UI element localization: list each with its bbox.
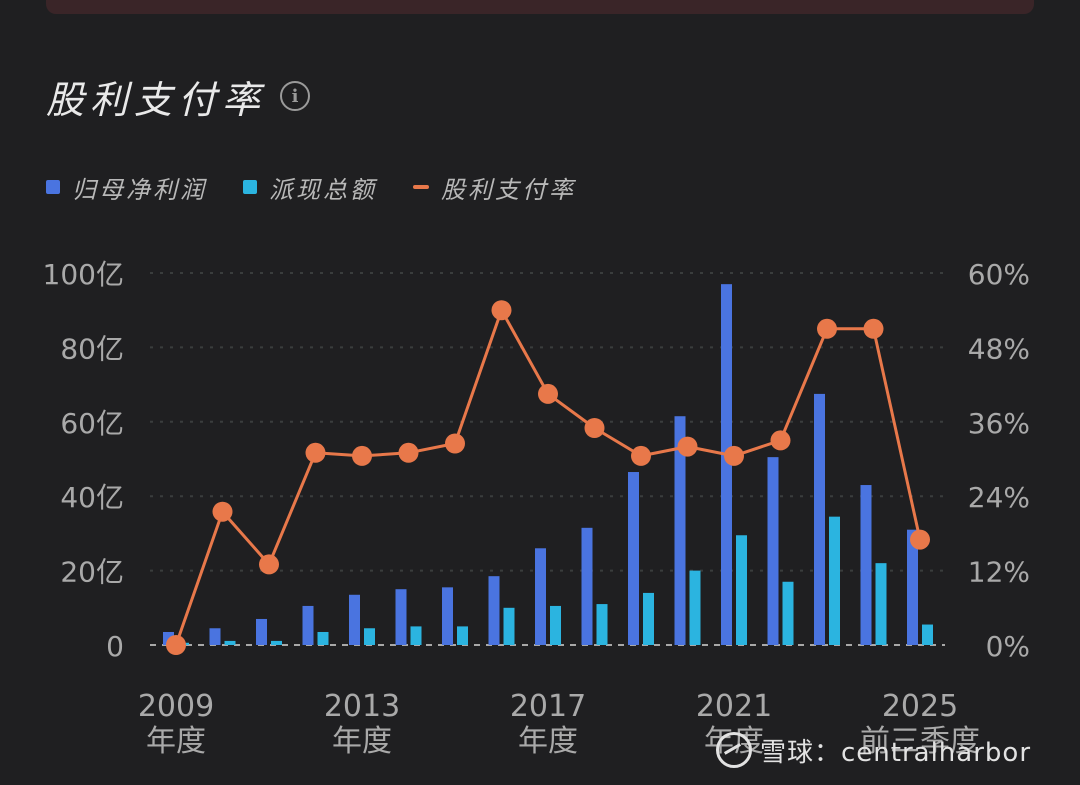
point-payout-ratio (212, 501, 233, 522)
point-payout-ratio (352, 445, 372, 466)
snowball-logo-icon (716, 732, 752, 768)
point-payout-ratio (398, 442, 419, 463)
top-card-edge (46, 0, 1034, 14)
bar-net-profit (814, 393, 825, 645)
bar-net-profit (535, 548, 546, 645)
bar-net-profit (349, 594, 360, 645)
bar-net-profit (860, 485, 872, 645)
point-payout-ratio (724, 445, 744, 466)
bar-dividend-total (317, 631, 329, 645)
bar-dividend-total (689, 570, 701, 645)
left-axis-tick-label: 80亿 (60, 332, 124, 365)
bar-dividend-total (224, 640, 236, 645)
point-payout-ratio (445, 433, 465, 454)
bar-dividend-total (875, 563, 887, 645)
point-payout-ratio (491, 300, 512, 321)
legend-label: 派现总额 (269, 175, 377, 204)
bar-dividend-total (364, 628, 375, 645)
line-payout-ratio (174, 308, 922, 646)
legend-item-payout-ratio[interactable]: 股利支付率 (413, 170, 576, 205)
left-axis-tick-label: 40亿 (60, 481, 124, 514)
legend-swatch (46, 180, 60, 194)
point-payout-ratio (910, 529, 930, 550)
bar-dividend-total (922, 624, 933, 645)
bar-net-profit (721, 284, 732, 645)
left-axis-tick-label: 60亿 (60, 407, 124, 440)
bar-dividend-total (271, 640, 282, 645)
point-payout-ratio (166, 635, 186, 655)
bar-dividend-total (643, 592, 654, 645)
point-payout-ratio (584, 418, 605, 438)
x-axis-tick-sublabel: 前三季度 (860, 724, 980, 759)
chart-legend: 归母净利润 派现总额 股利支付率 (46, 170, 612, 204)
x-axis-tick-sublabel: 年度 (518, 724, 578, 759)
legend-item-net-profit[interactable]: 归母净利润 (46, 170, 207, 205)
point-payout-ratio (770, 430, 791, 451)
point-payout-ratio (677, 436, 698, 457)
bar-net-profit (209, 628, 221, 645)
bar-net-profit (256, 618, 267, 645)
bar-dividend-total (782, 581, 794, 645)
right-axis-tick-label: 48% (968, 332, 1030, 365)
point-payout-ratio (631, 445, 651, 466)
bar-dividend-total (829, 516, 840, 645)
bar-net-profit (767, 457, 779, 645)
bar-net-profit (907, 529, 918, 645)
bar-dividend-total (457, 626, 468, 645)
right-axis-tick-label: 12% (968, 556, 1030, 589)
point-payout-ratio (863, 318, 884, 339)
left-axis-tick-label: 0 (106, 630, 124, 663)
bar-net-profit (488, 576, 500, 645)
point-payout-ratio (538, 383, 558, 404)
bar-net-profit (674, 416, 686, 645)
point-payout-ratio (305, 442, 326, 463)
right-axis-tick-label: 0% (986, 630, 1030, 663)
left-axis-tick-label: 20亿 (60, 556, 124, 589)
legend-item-dividend-total[interactable]: 派现总额 (243, 170, 377, 205)
watermark-text: 雪球：centralharbor (760, 737, 1032, 768)
point-payout-ratio (259, 554, 279, 575)
bar-dividend-total (503, 607, 515, 645)
bar-net-profit (395, 589, 407, 645)
x-axis-tick-sublabel: 年度 (332, 724, 392, 759)
title-row: 股利支付率 i (46, 66, 311, 126)
x-axis-tick-label: 2013 (324, 689, 400, 724)
x-axis-tick-sublabel: 年度 (146, 724, 206, 759)
legend-label: 股利支付率 (441, 175, 576, 204)
bar-net-profit (302, 605, 314, 645)
legend-swatch (243, 180, 257, 194)
bar-dividend-total (550, 605, 561, 645)
bar-dividend-total (736, 535, 747, 645)
left-axis-tick-label: 100亿 (43, 258, 124, 291)
legend-label: 归母净利润 (72, 175, 207, 204)
right-axis-tick-label: 24% (968, 481, 1030, 514)
page-title: 股利支付率 (46, 77, 267, 122)
bar-net-profit (628, 472, 639, 645)
x-axis-tick-label: 2025 (882, 689, 958, 724)
x-axis-tick-label: 2009 (138, 689, 214, 724)
info-icon[interactable]: i (280, 81, 311, 111)
right-axis-tick-label: 36% (968, 407, 1030, 440)
bar-net-profit (581, 527, 593, 645)
right-axis-tick-label: 60% (968, 258, 1030, 291)
bar-dividend-total (410, 626, 422, 645)
watermark: 雪球：centralharbor (716, 728, 1031, 772)
legend-line (413, 185, 429, 189)
x-axis-tick-label: 2021 (696, 689, 772, 724)
bar-dividend-total (596, 604, 608, 645)
x-axis-tick-label: 2017 (510, 689, 586, 724)
bar-net-profit (442, 587, 453, 645)
point-payout-ratio (817, 318, 837, 339)
